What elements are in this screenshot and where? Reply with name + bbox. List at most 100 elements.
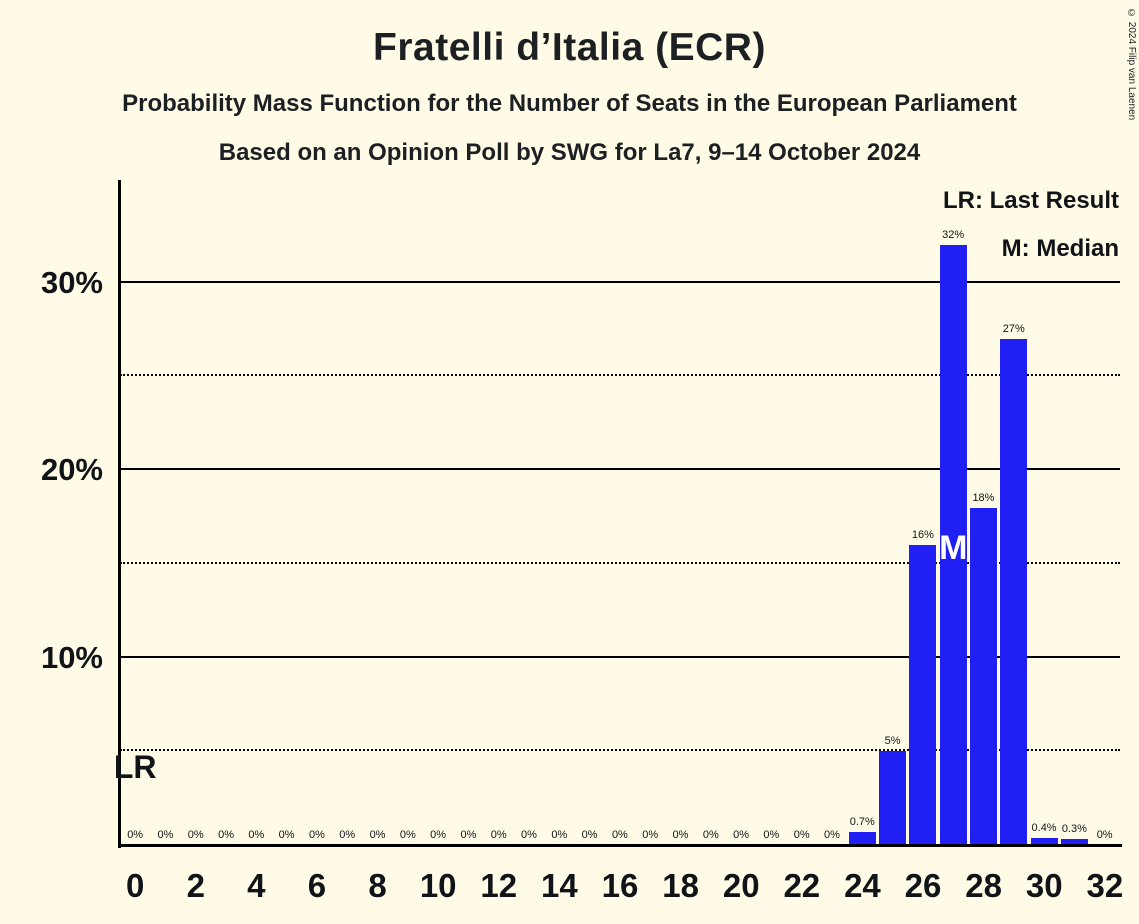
- bar: [1060, 839, 1088, 845]
- y-axis-label: 30%: [40, 264, 103, 300]
- x-axis-label: 28: [965, 867, 1002, 904]
- gridline-solid: [120, 280, 1120, 283]
- bar-column: 0%: [332, 180, 362, 845]
- bar-value-label: 0%: [763, 829, 780, 841]
- bar-column: 0.4%: [1029, 180, 1059, 845]
- bar-value-label: 16%: [911, 529, 934, 541]
- bar: [879, 751, 907, 845]
- copyright-notice: © 2024 Filip van Laenen: [1126, 8, 1137, 121]
- bar-value-label: 0%: [611, 829, 628, 841]
- bar-value-label: 0%: [127, 829, 144, 841]
- bar-value-label: 32%: [942, 229, 965, 241]
- gridline-solid: [120, 655, 1120, 658]
- bar-value-label: 0%: [157, 829, 174, 841]
- bar-column: 0%: [211, 180, 241, 845]
- bar: [848, 831, 876, 845]
- bar-column: 0%: [665, 180, 695, 845]
- bar-column: 0%: [574, 180, 604, 845]
- bar: [1000, 338, 1028, 845]
- bar-column: 0%: [423, 180, 453, 845]
- x-axis-label: 8: [368, 867, 387, 904]
- x-axis-label: 16: [601, 867, 639, 904]
- bar-value-label: 0%: [551, 829, 568, 841]
- bar-column: 0%: [514, 180, 544, 845]
- bar-column: 0%: [271, 180, 301, 845]
- bar-value-label: 0%: [218, 829, 234, 841]
- bar-value-label: 0%: [521, 829, 537, 841]
- bar-column: 0%: [544, 180, 574, 845]
- bar-value-label: 0%: [793, 829, 810, 841]
- bar-value-label: 0%: [430, 829, 447, 841]
- bar-column: 0%: [726, 180, 756, 845]
- bar-value-label: 0.3%: [1061, 823, 1087, 836]
- bar-column: 18%: [968, 180, 998, 845]
- bar-value-label: 0%: [369, 829, 386, 841]
- bar-column: 27%: [999, 180, 1029, 845]
- bar-value-label: 0%: [490, 829, 507, 841]
- x-axis-label: 2: [186, 867, 205, 904]
- bar-column: 16%: [908, 180, 938, 845]
- y-axis-label: 10%: [40, 639, 103, 675]
- bar-value-label: 18%: [972, 491, 995, 504]
- bar-value-label: 0%: [308, 829, 325, 841]
- x-axis-label: 20: [722, 867, 760, 904]
- bar-column: 0%: [605, 180, 635, 845]
- legend-last-result: LR: Last Result: [942, 187, 1119, 214]
- bar-column: 0.3%: [1059, 180, 1089, 845]
- gridline-solid: [120, 468, 1120, 470]
- x-axis-label: 18: [662, 867, 699, 904]
- x-axis-label: 26: [904, 867, 942, 904]
- plot-area: 0% 0% 0% 0% 0% 0% 0% 0% 0% 0% 0% 0% 0% 0% 0% 0% 0% 0% 0% 0%…: [120, 180, 1120, 845]
- y-axis-line: [118, 180, 121, 848]
- bar-column: 0%: [453, 180, 483, 845]
- bar-column: 0.7%: [847, 180, 877, 845]
- bar-column: 32%: [938, 180, 968, 845]
- bar-value-label: 0%: [733, 829, 750, 841]
- chart-subtitle-poll: Based on an Opinion Poll by SWG for La7,…: [218, 139, 921, 166]
- x-axis-label: 6: [307, 867, 327, 904]
- bar-column: 0%: [302, 180, 332, 845]
- bar-column: 0%: [362, 180, 392, 845]
- bar-column: 0%: [787, 180, 817, 845]
- bars-row: 0% 0% 0% 0% 0% 0% 0% 0% 0% 0% 0% 0% 0% 0% 0% 0% 0% 0% 0% 0%…: [120, 180, 1120, 845]
- bar-value-label: 0%: [824, 829, 840, 841]
- x-axis-label: 4: [247, 867, 266, 904]
- bar-value-label: 27%: [1002, 322, 1025, 335]
- bar-value-label: 0%: [399, 829, 416, 841]
- bar-column: 0%: [696, 180, 726, 845]
- bar-column: 0%: [817, 180, 847, 845]
- bar-value-label: 0%: [248, 829, 265, 841]
- bar-column: 0%: [484, 180, 514, 845]
- bar: [969, 507, 997, 845]
- x-axis-line: [118, 844, 1122, 847]
- x-axis-label: 14: [541, 867, 578, 904]
- bar-value-label: 0%: [702, 829, 719, 841]
- bar: [909, 545, 937, 845]
- last-result-marker: LR: [113, 749, 157, 785]
- bar-column: 0%: [120, 180, 150, 845]
- bar-column: 0%: [241, 180, 271, 845]
- bar-column: 0%: [150, 180, 180, 845]
- bar: [1030, 837, 1058, 845]
- bar-value-label: 0%: [339, 829, 356, 841]
- bar-value-label: 0%: [672, 829, 689, 841]
- bar-value-label: 0%: [278, 829, 295, 841]
- gridline-dotted: [120, 561, 1120, 564]
- bar-column: 5%: [877, 180, 907, 845]
- bar-column: 0%: [181, 180, 211, 845]
- bar-value-label: 5%: [884, 735, 901, 748]
- bar-value-label: 0.7%: [849, 815, 875, 828]
- bar-value-label: 0%: [187, 829, 204, 841]
- bar-column: 0%: [635, 180, 665, 845]
- x-axis-label: 24: [844, 867, 881, 904]
- x-axis-label: 0: [125, 867, 145, 904]
- bar: [939, 245, 967, 845]
- bar-value-label: 0%: [581, 829, 598, 841]
- x-axis-label: 30: [1025, 867, 1063, 904]
- bar-value-label: 0%: [460, 829, 477, 841]
- bar-value-label: 0%: [1096, 829, 1113, 841]
- bar-value-label: 0.4%: [1031, 821, 1057, 834]
- median-marker: M: [939, 529, 968, 567]
- bar-column: 0%: [393, 180, 423, 845]
